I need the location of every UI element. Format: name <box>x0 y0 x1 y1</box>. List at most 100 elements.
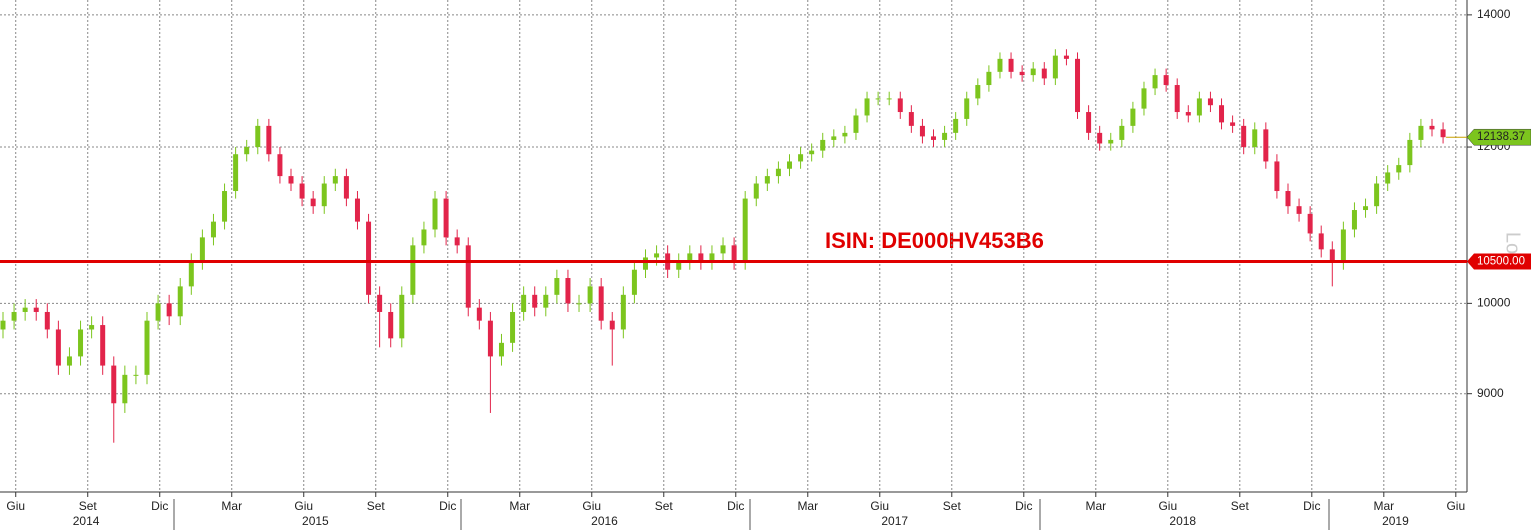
candle-body <box>343 176 349 199</box>
candle-body <box>1296 206 1302 214</box>
candle-body <box>842 132 848 137</box>
x-tick-label: Dic <box>439 499 456 513</box>
y-tick-label: 14000 <box>1477 7 1511 21</box>
candle-body <box>233 154 239 192</box>
candle-body <box>1307 213 1313 234</box>
candle-body <box>1285 191 1291 207</box>
candle-body <box>864 98 870 116</box>
candle-body <box>986 71 992 86</box>
candle-body <box>1418 125 1424 140</box>
last-value-label: 12138.37 <box>1477 131 1525 143</box>
candle-body <box>1274 161 1280 192</box>
x-tick-label: Dic <box>1015 499 1032 513</box>
candle-body <box>886 98 892 100</box>
candle-body <box>1219 105 1225 123</box>
candle-body <box>487 320 493 357</box>
candle-body <box>122 374 128 404</box>
year-label: 2017 <box>881 514 908 528</box>
x-tick-label: Mar <box>1373 499 1394 513</box>
candle-body <box>554 278 560 295</box>
candle-body <box>1329 249 1335 262</box>
candle-body <box>543 294 549 308</box>
candle-body <box>377 294 383 312</box>
candle-body <box>22 307 28 312</box>
candle-body <box>421 229 427 246</box>
candle-body <box>1230 122 1236 126</box>
x-tick-label: Dic <box>727 499 744 513</box>
candle-body <box>709 253 715 262</box>
candle-body <box>255 125 261 148</box>
candle-body <box>931 136 937 140</box>
candle-body <box>521 294 527 312</box>
candle-body <box>1340 229 1346 262</box>
candle-body <box>465 245 471 308</box>
candle-body <box>753 183 759 199</box>
candle-body <box>1108 139 1114 144</box>
candle-body <box>354 198 360 222</box>
candle-body <box>997 58 1003 72</box>
candle-body <box>443 198 449 238</box>
year-label: 2016 <box>591 514 618 528</box>
candle-body <box>1429 125 1435 130</box>
candle-body <box>244 147 250 155</box>
candle-body <box>775 168 781 177</box>
candle-body <box>720 245 726 254</box>
candle-body <box>1052 55 1058 79</box>
candle-body <box>310 198 316 207</box>
candle-body <box>620 294 626 330</box>
reference-label: 10500.00 <box>1477 256 1525 268</box>
x-tick-label: Giu <box>582 499 601 513</box>
candle-body <box>942 132 948 140</box>
candle-body <box>1185 112 1191 116</box>
candle-body <box>698 253 704 262</box>
candle-body <box>1241 125 1247 148</box>
candle-body <box>731 245 737 262</box>
candle-body <box>1075 58 1081 113</box>
candle-body <box>321 183 327 207</box>
candle-body <box>1152 75 1158 89</box>
candle-body <box>631 269 637 295</box>
candle-body <box>1351 210 1357 230</box>
y-axis-label: Lo <box>1502 232 1524 254</box>
candle-body <box>1407 139 1413 166</box>
candle-body <box>155 303 161 321</box>
candle-body <box>476 307 482 321</box>
candle-body <box>1141 88 1147 109</box>
x-tick-label: Giu <box>1446 499 1465 513</box>
candle-body <box>908 112 914 126</box>
candle-body <box>820 139 826 151</box>
reference-tag <box>1467 253 1531 270</box>
candle-body <box>1318 233 1324 250</box>
y-tick-label: 10000 <box>1477 296 1511 310</box>
candle-body <box>1008 58 1014 72</box>
candle-body <box>199 237 205 262</box>
candle-body <box>654 253 660 258</box>
candle-body <box>388 311 394 339</box>
candle-body <box>0 320 6 330</box>
candle-body <box>266 125 272 155</box>
year-label: 2015 <box>302 514 329 528</box>
y-tick-label: 9000 <box>1477 386 1504 400</box>
candle-body <box>1030 68 1036 76</box>
candle-body <box>1440 129 1446 138</box>
x-tick-label: Mar <box>509 499 530 513</box>
year-separators <box>173 499 1330 530</box>
candle-body <box>676 261 682 270</box>
last-value-tag <box>1466 128 1531 146</box>
candle-body <box>1396 165 1402 173</box>
candle-body <box>299 183 305 199</box>
candle-body <box>598 286 604 321</box>
candle-body <box>288 176 294 184</box>
candle-body <box>1041 68 1047 79</box>
candle-body <box>366 221 372 295</box>
x-tick-label: Set <box>79 499 98 513</box>
candle-body <box>133 374 139 376</box>
candle-body <box>1063 55 1069 59</box>
candle-body <box>166 303 172 317</box>
candle-body <box>1097 132 1103 144</box>
x-tick-label: Dic <box>151 499 168 513</box>
year-label: 2019 <box>1382 514 1409 528</box>
candle-body <box>454 237 460 246</box>
candle-body <box>532 294 538 308</box>
candle-body <box>964 98 970 119</box>
